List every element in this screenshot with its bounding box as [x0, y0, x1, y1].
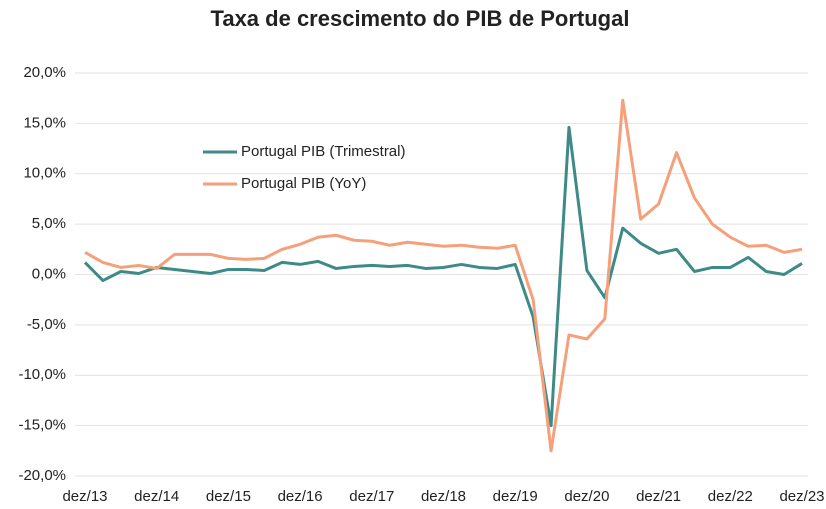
y-tick-label: 20,0% — [23, 64, 66, 81]
legend-label: Portugal PIB (YoY) — [241, 175, 366, 192]
series-line — [84, 98, 803, 453]
x-tick-label: dez/15 — [206, 488, 251, 505]
y-tick-label: -5,0% — [27, 316, 66, 333]
x-tick-label: dez/16 — [278, 488, 323, 505]
x-tick-label: dez/18 — [421, 488, 466, 505]
legend-label: Portugal PIB (Trimestral) — [241, 143, 405, 160]
y-tick-label: -15,0% — [18, 417, 66, 434]
y-tick-label: 10,0% — [23, 165, 66, 182]
x-tick-label: dez/22 — [708, 488, 753, 505]
x-tick-label: dez/23 — [779, 488, 824, 505]
x-tick-label: dez/17 — [349, 488, 394, 505]
y-tick-label: -20,0% — [18, 467, 66, 484]
x-tick-label: dez/14 — [134, 488, 179, 505]
y-tick-label: 5,0% — [32, 215, 66, 232]
x-tick-label: dez/20 — [564, 488, 609, 505]
y-tick-label: -10,0% — [18, 366, 66, 383]
x-tick-label: dez/21 — [636, 488, 681, 505]
y-tick-label: 0,0% — [32, 265, 66, 282]
x-tick-label: dez/19 — [493, 488, 538, 505]
chart-title: Taxa de crescimento do PIB de Portugal — [211, 6, 630, 31]
x-tick-label: dez/13 — [62, 488, 107, 505]
y-tick-label: 15,0% — [23, 114, 66, 131]
series-line — [83, 125, 803, 428]
